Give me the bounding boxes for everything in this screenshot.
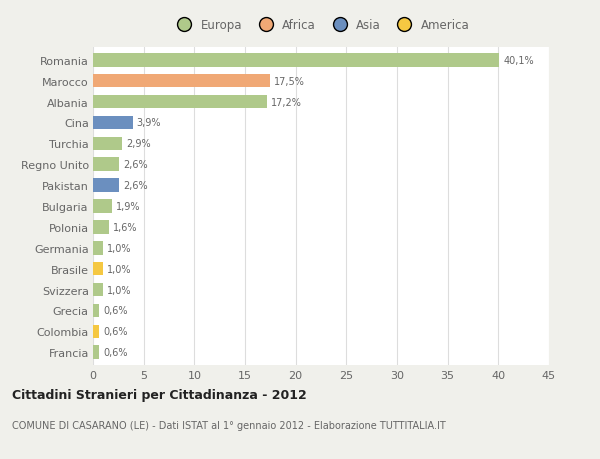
Bar — [93, 117, 133, 130]
Text: 1,0%: 1,0% — [107, 264, 131, 274]
Bar — [93, 262, 103, 276]
Text: 2,6%: 2,6% — [124, 160, 148, 170]
Text: 0,6%: 0,6% — [103, 306, 128, 316]
Bar — [93, 304, 99, 318]
Bar — [93, 158, 119, 172]
Bar — [93, 346, 99, 359]
Bar — [93, 325, 99, 338]
Bar — [93, 137, 122, 151]
Text: 40,1%: 40,1% — [503, 56, 534, 66]
Text: 0,6%: 0,6% — [103, 326, 128, 336]
Text: 2,6%: 2,6% — [124, 181, 148, 190]
Text: 17,5%: 17,5% — [274, 77, 305, 87]
Text: Cittadini Stranieri per Cittadinanza - 2012: Cittadini Stranieri per Cittadinanza - 2… — [12, 388, 307, 401]
Bar — [93, 221, 109, 234]
Text: 17,2%: 17,2% — [271, 97, 302, 107]
Text: 3,9%: 3,9% — [137, 118, 161, 128]
Bar — [93, 95, 267, 109]
Legend: Europa, Africa, Asia, America: Europa, Africa, Asia, America — [172, 19, 470, 32]
Text: 0,6%: 0,6% — [103, 347, 128, 358]
Text: 2,9%: 2,9% — [127, 139, 151, 149]
Text: 1,0%: 1,0% — [107, 243, 131, 253]
Text: 1,0%: 1,0% — [107, 285, 131, 295]
Bar — [93, 283, 103, 297]
Text: 1,9%: 1,9% — [116, 202, 141, 212]
Bar — [93, 75, 271, 88]
Bar — [93, 179, 119, 192]
Bar — [93, 241, 103, 255]
Text: 1,6%: 1,6% — [113, 223, 138, 232]
Text: COMUNE DI CASARANO (LE) - Dati ISTAT al 1° gennaio 2012 - Elaborazione TUTTITALI: COMUNE DI CASARANO (LE) - Dati ISTAT al … — [12, 420, 446, 430]
Bar — [93, 54, 499, 67]
Bar — [93, 200, 112, 213]
